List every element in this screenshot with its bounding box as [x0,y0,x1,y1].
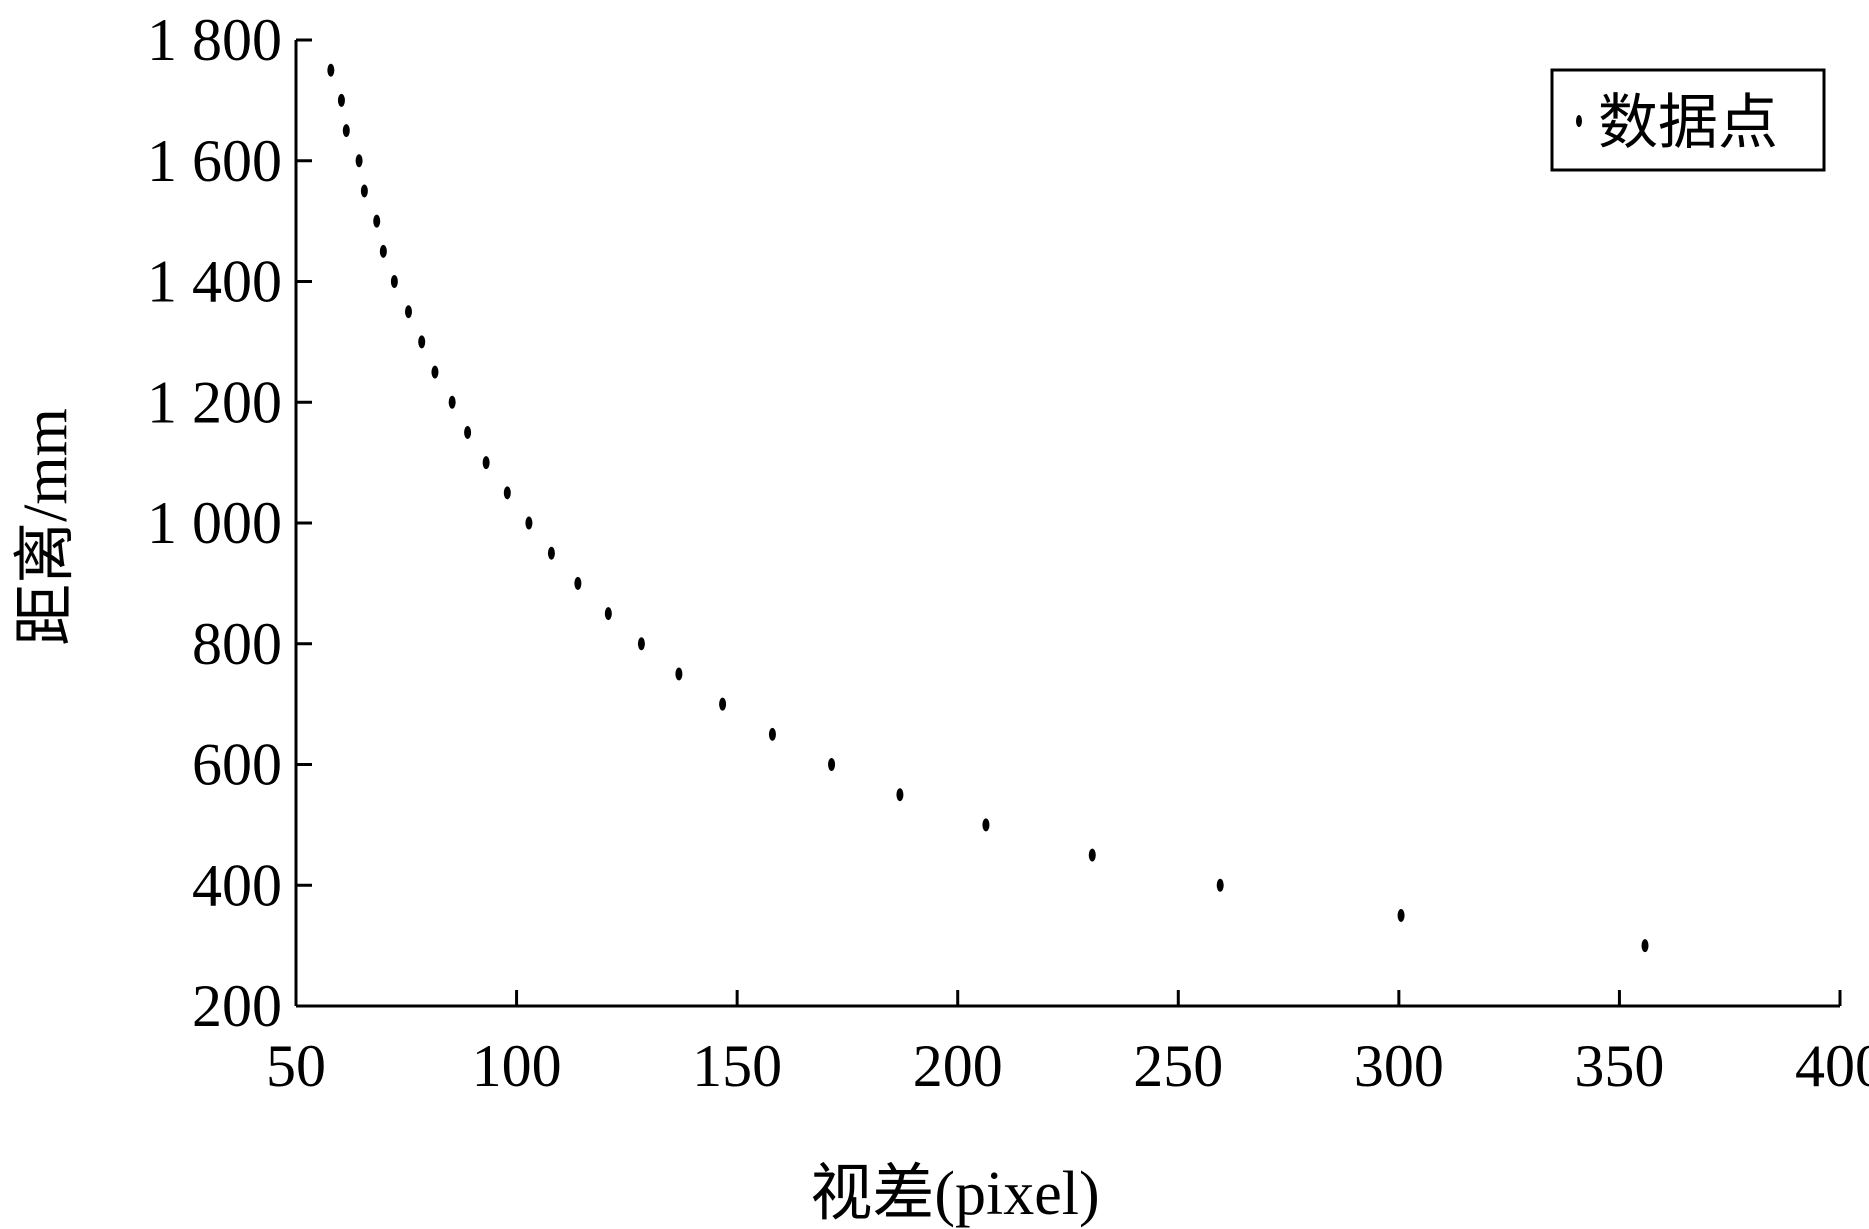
data-point [896,788,904,802]
x-tick-label: 150 [692,1033,782,1099]
legend-box [1550,68,1826,172]
y-tick-label: 1 000 [147,490,282,556]
data-point [373,214,381,228]
data-point [448,395,456,409]
y-tick-label: 400 [192,852,282,918]
data-point [431,365,439,379]
data-point [482,456,490,470]
data-point [390,275,398,288]
data-point [1397,908,1405,922]
data-point [418,335,426,349]
data-point [464,425,472,439]
y-tick-label: 1 800 [147,7,282,73]
data-point [404,305,412,319]
data-point [1641,939,1649,953]
y-tick-label: 1 200 [147,369,282,435]
x-tick-label: 400 [1795,1033,1869,1099]
data-point [982,818,990,832]
y-axis-title: 距离/mm [12,408,80,646]
axes: 200 400 600 800 1 000 1 200 1 400 1 600 1 800 50 1… [147,7,1869,1099]
y-tick-label: 600 [192,732,282,798]
data-point [342,124,350,138]
y-tick-label: 200 [192,973,282,1039]
x-tick-label: 200 [913,1033,1003,1099]
data-point [525,516,533,530]
data-point [828,758,836,771]
y-tick-label: 1 600 [147,128,282,194]
data-point [547,546,555,560]
data-point [637,637,645,651]
x-tick-label: 300 [1354,1033,1444,1099]
data-point [719,697,727,711]
data-point [675,667,683,681]
data-point [327,63,335,77]
y-tick-label: 1 400 [147,249,282,315]
data-point [768,727,776,741]
y-tick-label: 800 [192,611,282,677]
x-tick-label: 250 [1133,1033,1223,1099]
data-point [337,93,345,107]
data-point [355,154,363,168]
data-point [604,607,612,621]
data-point [360,184,368,198]
legend-label: 数据点 [1598,90,1778,156]
data-point [379,244,387,258]
data-point [1216,878,1224,892]
x-tick-label: 350 [1574,1033,1664,1099]
legend-marker-icon [1576,115,1582,127]
data-point [1088,848,1096,862]
x-axis-title: 视差(pixel) [810,1160,1099,1228]
data-point [503,486,511,500]
legend: 数据点 [1550,68,1826,172]
x-tick-label: 100 [472,1033,562,1099]
x-tick-label: 50 [266,1033,326,1099]
data-point [574,576,582,590]
data-points [327,63,1649,953]
